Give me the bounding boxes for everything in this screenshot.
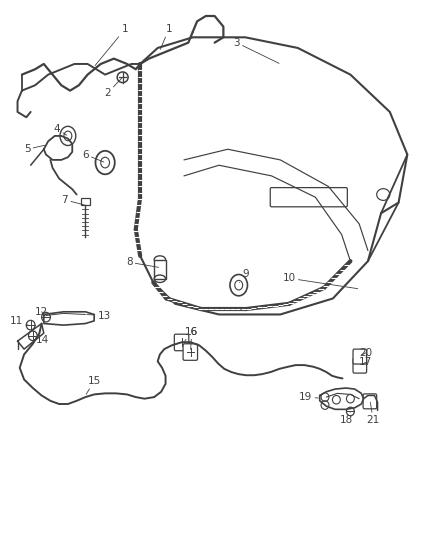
FancyBboxPatch shape <box>174 334 189 351</box>
Text: 4: 4 <box>53 124 67 135</box>
Text: 6: 6 <box>82 150 104 162</box>
Text: 1: 1 <box>95 25 128 66</box>
Text: 8: 8 <box>126 257 159 268</box>
Text: 13: 13 <box>87 311 111 320</box>
Text: 12: 12 <box>35 307 48 317</box>
Text: 18: 18 <box>340 411 353 425</box>
Bar <box>154 260 166 279</box>
Text: 9: 9 <box>240 270 249 282</box>
Text: 21: 21 <box>367 402 380 425</box>
Text: 20: 20 <box>359 348 372 358</box>
Text: 16: 16 <box>185 327 198 341</box>
Text: 14: 14 <box>31 335 49 345</box>
FancyBboxPatch shape <box>353 349 367 364</box>
Text: 7: 7 <box>61 195 84 205</box>
Text: 1: 1 <box>160 25 172 50</box>
FancyBboxPatch shape <box>353 358 367 373</box>
FancyBboxPatch shape <box>363 394 377 409</box>
Text: 16: 16 <box>185 327 198 349</box>
Text: 10: 10 <box>283 273 358 289</box>
Text: 5: 5 <box>24 144 45 154</box>
Bar <box>81 198 90 205</box>
Text: 3: 3 <box>233 38 279 63</box>
Text: 11: 11 <box>10 316 29 326</box>
Text: 19: 19 <box>299 392 318 402</box>
Text: 2: 2 <box>104 78 122 98</box>
Text: 15: 15 <box>86 376 101 394</box>
Text: 17: 17 <box>359 358 372 367</box>
Ellipse shape <box>154 256 166 263</box>
FancyBboxPatch shape <box>183 344 198 360</box>
